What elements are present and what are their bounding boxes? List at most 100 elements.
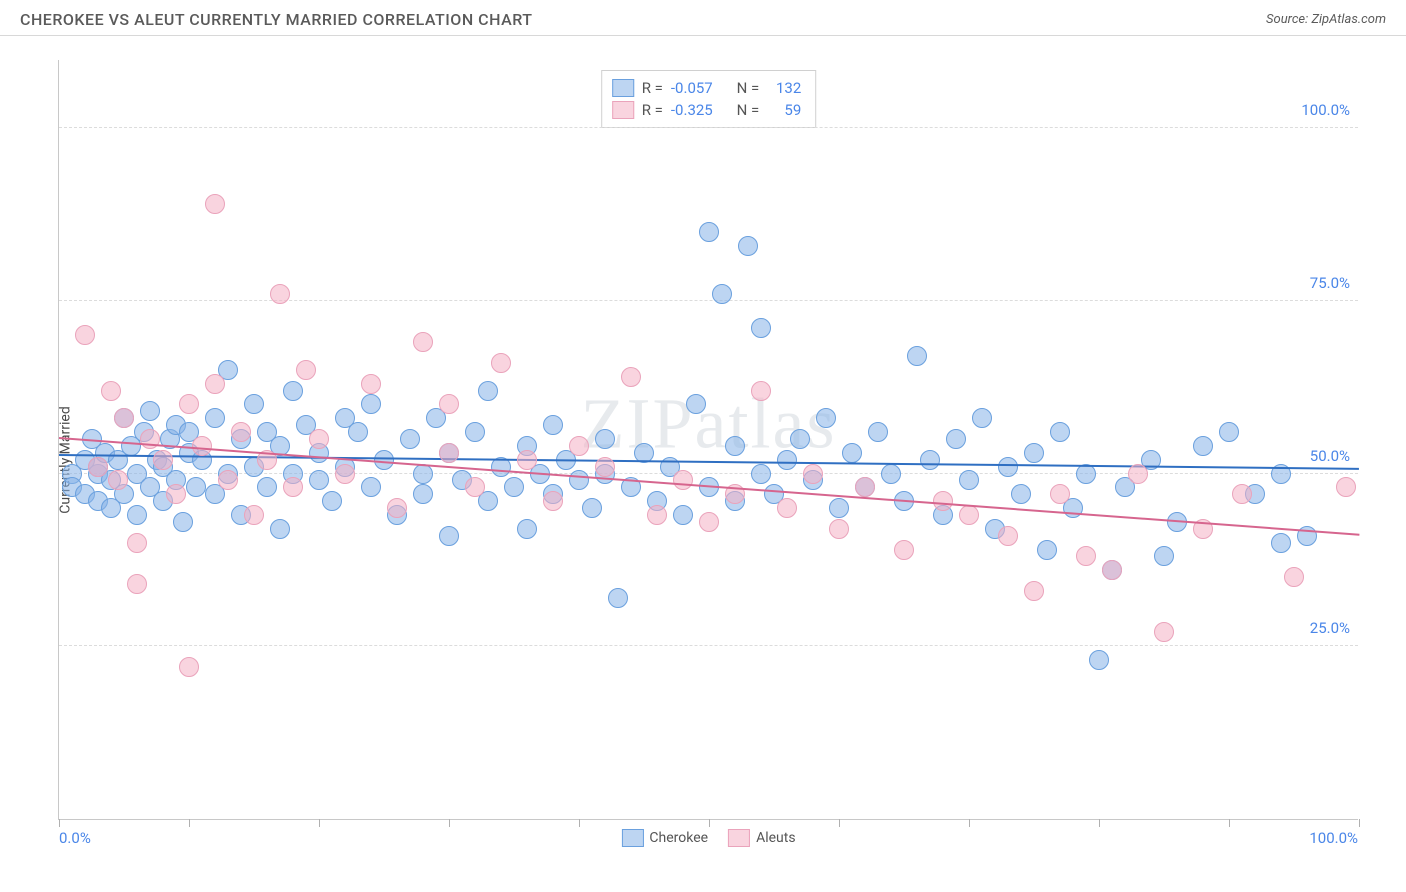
series-swatch — [612, 79, 634, 97]
data-point — [88, 457, 108, 477]
data-point — [205, 408, 225, 428]
data-point — [1037, 540, 1057, 560]
data-point — [465, 422, 485, 442]
data-point — [244, 394, 264, 414]
data-point — [1336, 477, 1356, 497]
data-point — [361, 394, 381, 414]
data-point — [1102, 560, 1122, 580]
data-point — [1271, 533, 1291, 553]
source-prefix: Source: — [1266, 12, 1311, 27]
data-point — [205, 374, 225, 394]
data-point — [127, 574, 147, 594]
chart-area: Currently Married ZIPatlas R =-0.057 N =… — [20, 50, 1386, 870]
data-point — [699, 512, 719, 532]
data-point — [179, 394, 199, 414]
data-point — [231, 422, 251, 442]
data-point — [114, 408, 134, 428]
data-point — [322, 491, 342, 511]
data-point — [543, 415, 563, 435]
r-value: -0.325 — [671, 101, 725, 119]
data-point — [816, 408, 836, 428]
data-point — [1076, 546, 1096, 566]
data-point — [108, 470, 128, 490]
data-point — [270, 284, 290, 304]
data-point — [569, 470, 589, 490]
data-point — [517, 519, 537, 539]
data-point — [569, 436, 589, 456]
y-tick-label: 75.0% — [1310, 274, 1350, 292]
data-point — [361, 477, 381, 497]
data-point — [673, 505, 693, 525]
data-point — [192, 436, 212, 456]
x-tick — [839, 819, 840, 827]
data-point — [1024, 581, 1044, 601]
data-point — [595, 457, 615, 477]
x-tick — [319, 819, 320, 827]
data-point — [465, 477, 485, 497]
data-point — [439, 526, 459, 546]
data-point — [1050, 484, 1070, 504]
data-point — [1128, 464, 1148, 484]
data-point — [920, 450, 940, 470]
r-value: -0.057 — [671, 79, 725, 97]
x-tick — [579, 819, 580, 827]
data-point — [868, 422, 888, 442]
chart-header: CHEROKEE VS ALEUT CURRENTLY MARRIED CORR… — [0, 0, 1406, 36]
data-point — [517, 450, 537, 470]
data-point — [673, 470, 693, 490]
data-point — [205, 194, 225, 214]
data-point — [777, 450, 797, 470]
data-point — [1024, 443, 1044, 463]
data-point — [1284, 567, 1304, 587]
x-tick — [189, 819, 190, 827]
data-point — [1011, 484, 1031, 504]
data-point — [283, 477, 303, 497]
legend-item: Cherokee — [621, 829, 708, 847]
data-point — [361, 374, 381, 394]
data-point — [439, 443, 459, 463]
data-point — [829, 519, 849, 539]
data-point — [894, 540, 914, 560]
data-point — [504, 477, 524, 497]
gridline — [59, 300, 1358, 301]
x-tick — [449, 819, 450, 827]
y-tick-label: 50.0% — [1310, 447, 1350, 465]
data-point — [186, 477, 206, 497]
r-label: R = — [642, 79, 663, 97]
data-point — [647, 505, 667, 525]
x-tick — [709, 819, 710, 827]
data-point — [998, 457, 1018, 477]
series-swatch — [612, 101, 634, 119]
data-point — [491, 353, 511, 373]
stats-row: R =-0.325 N =59 — [612, 99, 802, 121]
n-label: N = — [733, 79, 759, 97]
legend-label: Cherokee — [649, 830, 708, 846]
data-point — [1232, 484, 1252, 504]
x-tick — [1359, 819, 1360, 827]
data-point — [413, 332, 433, 352]
data-point — [75, 325, 95, 345]
scatter-plot: ZIPatlas R =-0.057 N =132R =-0.325 N =59… — [58, 60, 1358, 820]
y-tick-label: 100.0% — [1301, 101, 1350, 119]
data-point — [881, 464, 901, 484]
data-point — [959, 470, 979, 490]
data-point — [218, 470, 238, 490]
legend-label: Aleuts — [756, 830, 795, 846]
watermark: ZIPatlas — [581, 383, 837, 466]
data-point — [803, 464, 823, 484]
series-legend: Cherokee Aleuts — [621, 829, 795, 847]
data-point — [127, 533, 147, 553]
data-point — [283, 381, 303, 401]
data-point — [309, 470, 329, 490]
x-tick — [1099, 819, 1100, 827]
data-point — [127, 505, 147, 525]
data-point — [777, 498, 797, 518]
data-point — [751, 381, 771, 401]
chart-title: CHEROKEE VS ALEUT CURRENTLY MARRIED CORR… — [20, 10, 532, 29]
data-point — [946, 429, 966, 449]
data-point — [153, 450, 173, 470]
data-point — [621, 367, 641, 387]
data-point — [712, 284, 732, 304]
n-label: N = — [733, 101, 759, 119]
data-point — [1050, 422, 1070, 442]
